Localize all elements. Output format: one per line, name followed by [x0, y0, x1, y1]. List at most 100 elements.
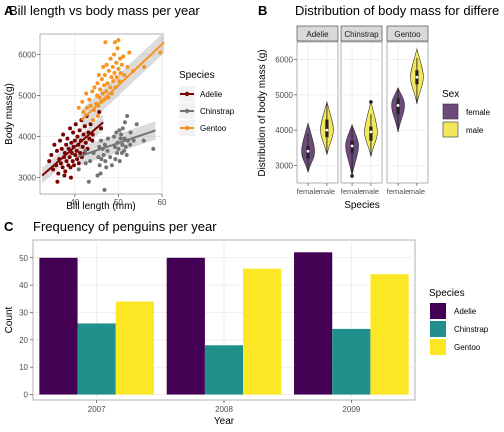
scatter-point	[105, 136, 110, 141]
scatter-point	[101, 153, 106, 158]
panel-a-legend: Species Adelie Chinstrap Gentoo	[179, 70, 235, 136]
facet-label: Adelie	[306, 30, 329, 39]
scatter-point	[118, 70, 123, 75]
y-tick-label: 5000	[275, 91, 293, 100]
scatter-point	[70, 159, 75, 164]
fit-line	[80, 41, 165, 121]
scatter-point	[95, 114, 100, 119]
y-tick-label: 50	[19, 254, 28, 263]
scatter-point	[105, 81, 110, 86]
panel-c-tag: C	[4, 219, 14, 234]
violin-median	[350, 144, 354, 148]
violin-median	[369, 130, 373, 134]
panel-c-bars	[39, 252, 409, 395]
scatter-point	[65, 136, 70, 141]
scatter-point	[49, 153, 54, 158]
panel-a-xlabel: Bill length (mm)	[66, 201, 135, 212]
scatter-point	[109, 163, 114, 168]
panel-b-y-axis: 3000 4000 5000 6000	[275, 56, 297, 170]
scatter-point	[116, 38, 121, 43]
scatter-point	[86, 179, 91, 184]
panel-b-tag: B	[258, 3, 267, 18]
scatter-point	[83, 161, 88, 166]
scatter-point	[102, 83, 107, 88]
violin-median	[415, 75, 419, 79]
facet-strip	[296, 25, 339, 42]
scatter-point	[97, 163, 102, 168]
scatter-point	[114, 60, 119, 65]
scatter-point	[76, 105, 81, 110]
panel-c: C Frequency of penguins per year 0 10 20 30…	[4, 219, 489, 427]
scatter-point	[127, 50, 132, 55]
scatter-point	[84, 91, 89, 96]
scatter-point	[113, 157, 118, 162]
scatter-point	[99, 126, 103, 131]
legend-label: Gentoo	[200, 124, 227, 133]
scatter-point	[103, 40, 108, 45]
scatter-point	[128, 142, 133, 147]
panel-b-legend: Sex female male	[442, 89, 491, 138]
scatter-point	[118, 136, 123, 141]
scatter-point	[103, 159, 108, 164]
fit-line	[76, 129, 156, 159]
scatter-point	[122, 148, 127, 153]
scatter-point	[110, 64, 115, 69]
scatter-point	[61, 132, 66, 137]
panel-a-tag: A	[4, 3, 14, 18]
panel-c-legend-keys: Adelie Chinstrap Gentoo	[430, 303, 489, 355]
x-tick-label: 2009	[342, 405, 360, 414]
scatter-point	[119, 62, 124, 67]
panel-c-ylabel: Count	[4, 306, 15, 333]
scatter-point	[115, 150, 120, 155]
scatter-point	[97, 144, 102, 149]
scatter-point	[120, 126, 125, 131]
scatter-point	[116, 66, 121, 71]
scatter-point	[112, 40, 117, 45]
scatter-point	[125, 114, 130, 119]
legend-swatch	[430, 321, 446, 337]
x-tick-label: male	[363, 187, 379, 196]
y-tick-label: 5000	[18, 92, 36, 101]
y-tick-label: 6000	[18, 51, 36, 60]
scatter-point	[62, 173, 67, 178]
scatter-point	[99, 77, 104, 82]
scatter-point	[100, 91, 105, 96]
scatter-point	[83, 148, 88, 153]
scatter-point	[69, 140, 74, 145]
facet-strip	[386, 25, 429, 42]
scatter-point	[54, 148, 59, 153]
violin-median	[325, 128, 329, 132]
scatter-point	[125, 64, 130, 69]
scatter-point	[99, 157, 104, 162]
scatter-point	[151, 146, 156, 151]
violin-outlier	[350, 174, 354, 178]
scatter-point	[81, 132, 86, 137]
scatter-point	[87, 136, 92, 141]
x-tick-label: 60	[158, 198, 167, 207]
scatter-point	[69, 150, 74, 155]
scatter-point	[73, 122, 78, 127]
scatter-point	[59, 146, 64, 151]
y-tick-label: 10	[19, 363, 28, 372]
scatter-point	[112, 134, 117, 139]
scatter-point	[80, 99, 85, 104]
scatter-point	[67, 155, 72, 160]
y-tick-label: 6000	[275, 56, 293, 65]
scatter-point	[98, 87, 103, 92]
scatter-point	[108, 155, 113, 160]
legend-label: male	[466, 126, 484, 135]
panel-a: A Bill length vs body mass per year 40 50…	[4, 3, 235, 212]
scatter-point	[80, 144, 85, 149]
panel-a-points	[47, 38, 163, 192]
scatter-point	[112, 52, 117, 57]
legend-label: Adelie	[200, 90, 223, 99]
scatter-point	[64, 159, 69, 164]
scatter-point	[82, 124, 87, 129]
scatter-point	[104, 89, 109, 94]
scatter-point	[108, 56, 113, 61]
panel-b-xlabel: Species	[344, 200, 380, 211]
legend-label: female	[466, 108, 491, 117]
scatter-point	[131, 138, 136, 143]
scatter-point	[105, 148, 110, 153]
